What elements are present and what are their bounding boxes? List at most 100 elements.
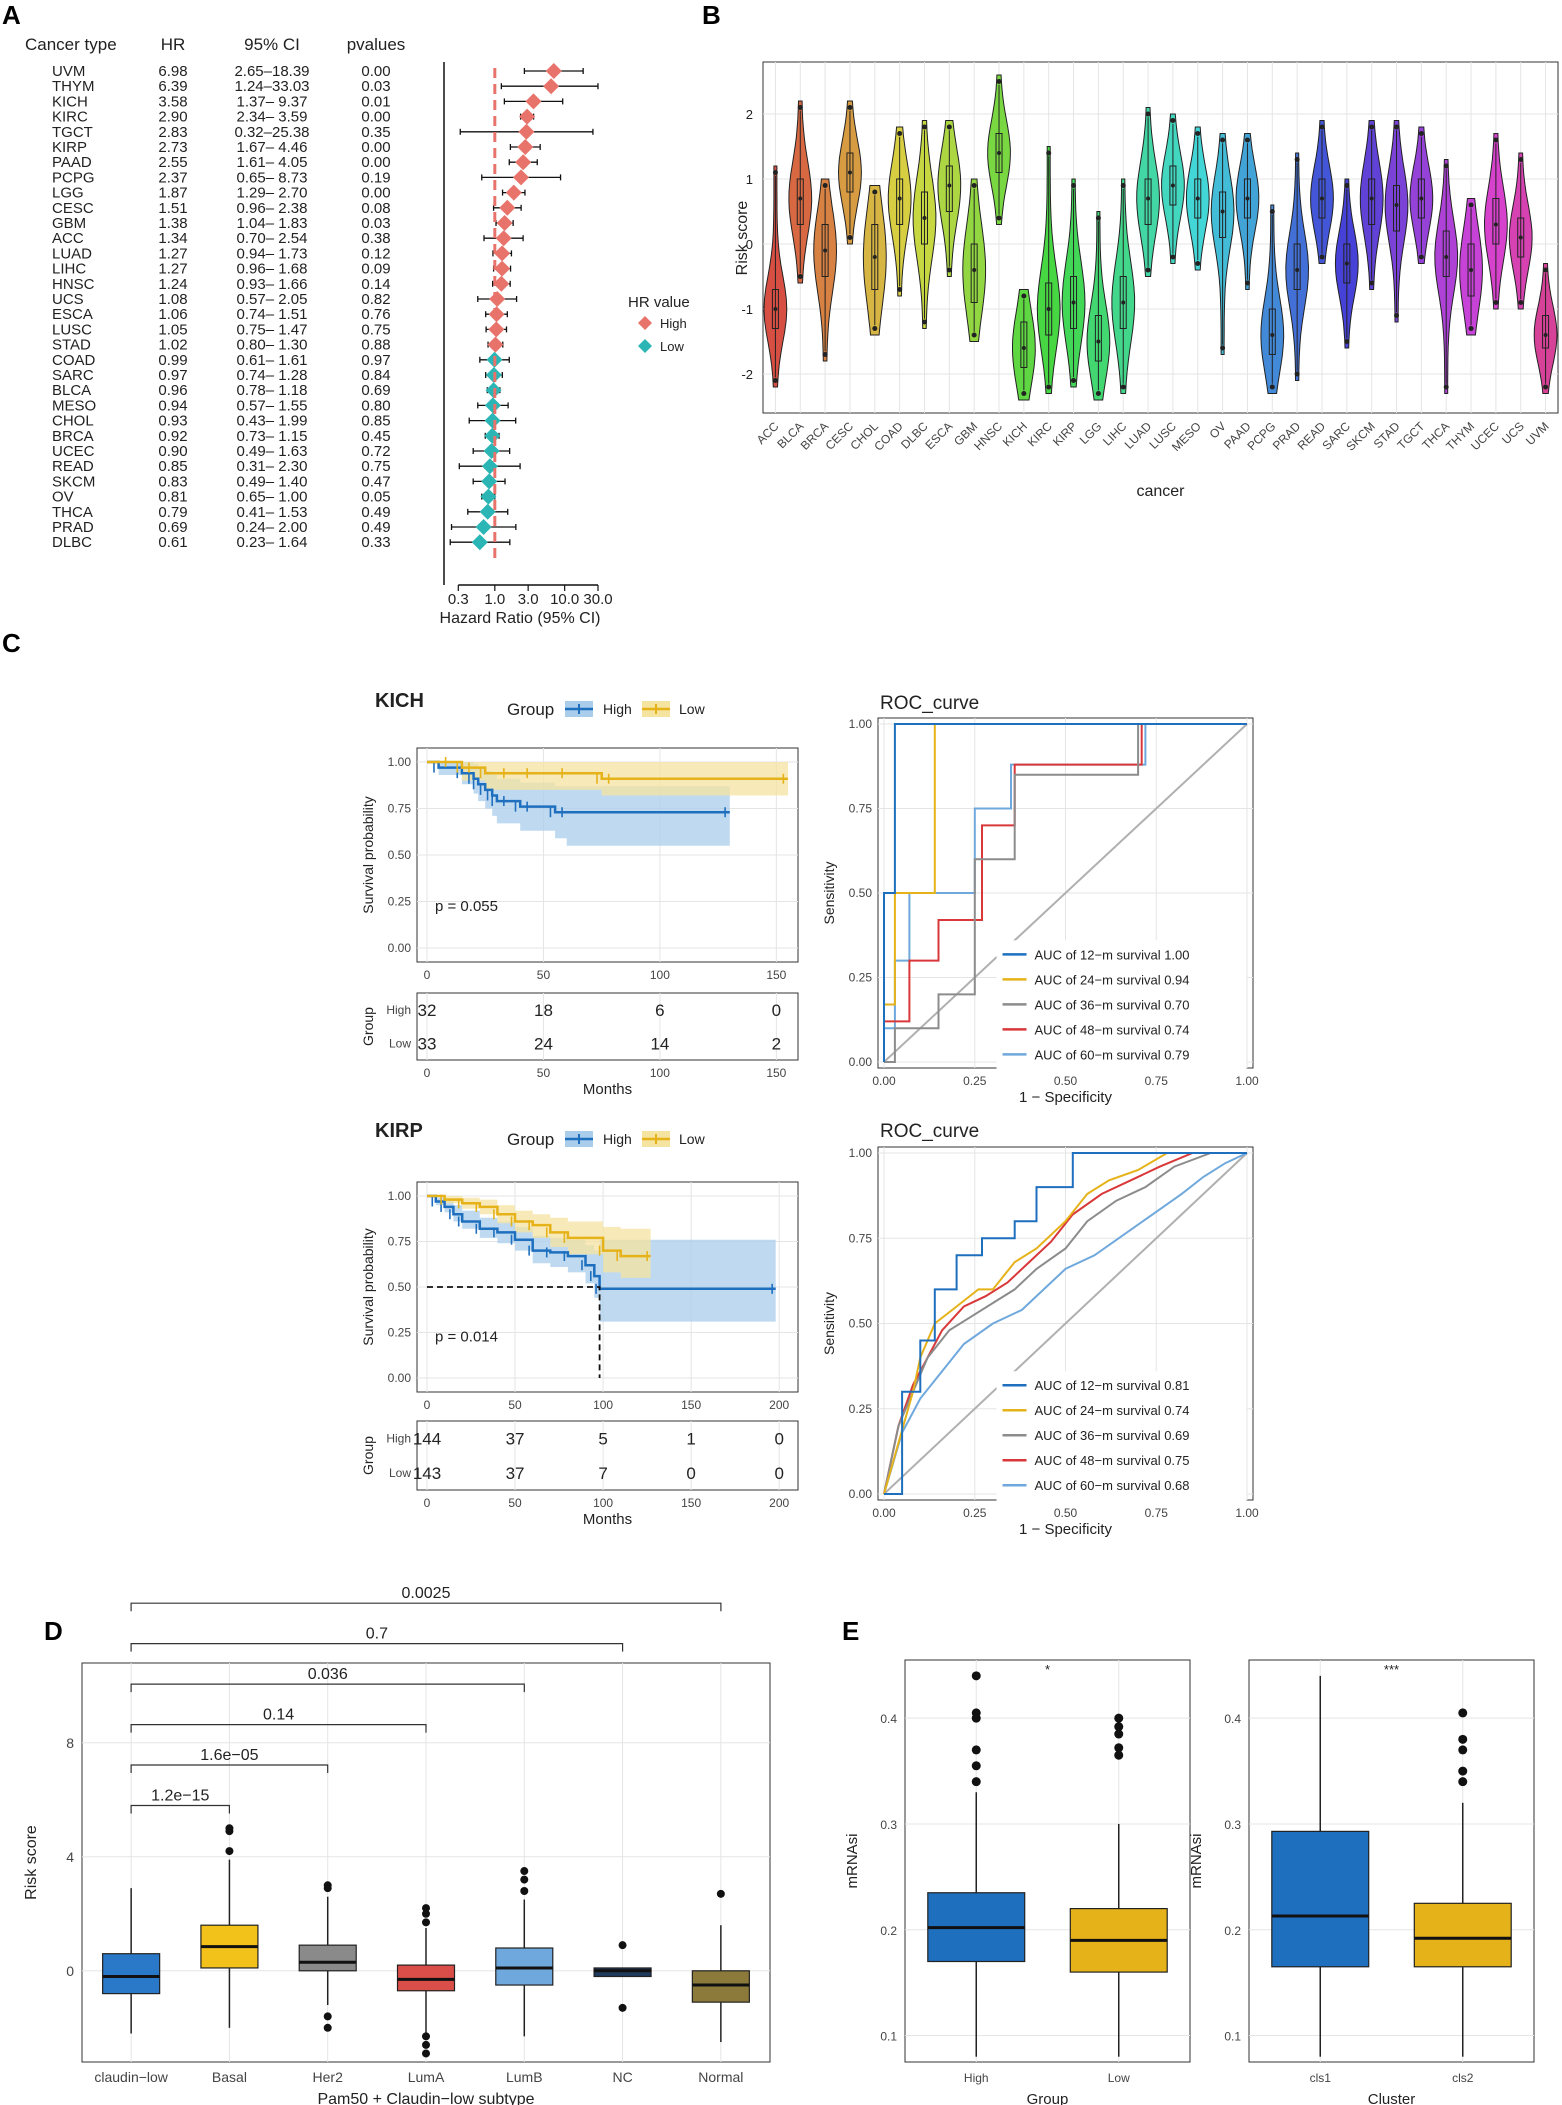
forest-row: UCEC 0.90 0.49– 1.63 0.72 — [52, 443, 511, 460]
row-cancer-type: GBM — [52, 215, 86, 232]
header-pvalues: pvalues — [347, 35, 406, 54]
outlier-point — [1518, 300, 1524, 305]
outlier-point — [872, 326, 878, 331]
forest-row: HNSC 1.24 0.93– 1.66 0.14 — [52, 275, 511, 293]
violin-box — [1442, 230, 1450, 277]
row-ci: 2.34– 3.59 — [237, 109, 308, 126]
violin-median — [897, 196, 902, 201]
row-ci: 0.32–25.38 — [234, 124, 309, 141]
risk-table-y-title: Group — [360, 1436, 376, 1475]
row-pvalue: 0.00 — [361, 154, 390, 171]
roc-legend-label: AUC of 60−m survival 0.68 — [1035, 1478, 1190, 1493]
comparison-bracket — [130, 1804, 230, 1814]
comparison-bracket — [130, 1602, 722, 1612]
hr-point — [525, 93, 542, 110]
outlier-point — [1195, 261, 1201, 266]
hr-point — [475, 519, 492, 535]
x-tick-label: High — [964, 2071, 989, 2085]
box-subtype-3: LumA — [396, 1904, 456, 2085]
violin-median — [1071, 300, 1076, 305]
x-tick-label: 100 — [593, 1398, 613, 1412]
x-tick-label: 150 — [681, 1398, 701, 1412]
x-tick-label: 0.00 — [872, 1506, 896, 1520]
outlier-point — [1319, 124, 1325, 130]
risk-count: 37 — [506, 1429, 525, 1448]
row-hr: 1.27 — [158, 261, 187, 278]
km-plot-kich: KICH Group High Low 0.00 0.25 0.50 0.75 1.00 0 50 1… — [360, 690, 799, 1098]
row-pvalue: 0.14 — [361, 276, 390, 293]
violin-box — [1070, 276, 1078, 329]
y-tick-label: 0.50 — [849, 1317, 873, 1331]
x-tick-label: NC — [612, 2069, 632, 2085]
outlier-point — [847, 105, 853, 110]
forest-row: COAD 0.99 0.61– 1.61 0.97 — [52, 351, 510, 369]
violin-box — [1094, 315, 1102, 362]
box-subtype-6: Normal — [691, 1889, 750, 2085]
outlier-point — [971, 183, 977, 188]
row-ci: 0.49– 1.63 — [237, 443, 308, 460]
y-tick-label: -1 — [741, 302, 753, 317]
risk-count: 0 — [774, 1464, 783, 1483]
outlier-point — [1269, 209, 1275, 214]
row-cancer-type: UVM — [52, 63, 85, 80]
forest-row: GBM 1.38 1.04– 1.83 0.03 — [52, 215, 514, 232]
x-axis-title: 1 − Specificity — [1019, 1521, 1112, 1538]
box-panel — [904, 1659, 1191, 2063]
violin-median — [1170, 183, 1175, 188]
outlier-point — [1493, 137, 1499, 143]
outlier-point — [1458, 1708, 1468, 1718]
comparison-bracket — [130, 1642, 624, 1652]
outlier-point — [797, 105, 803, 110]
roc-legend-label: AUC of 12−m survival 1.00 — [1035, 947, 1190, 962]
hr-point — [518, 123, 535, 140]
row-hr: 1.24 — [158, 276, 187, 293]
x-tick-label: 50 — [508, 1398, 522, 1412]
outlier-point — [1114, 1743, 1124, 1753]
violin-box — [1293, 243, 1301, 290]
row-cancer-type: OV — [52, 489, 74, 506]
violin-median — [872, 255, 877, 259]
y-tick-label: 0.75 — [849, 1231, 873, 1245]
y-tick-label: 0.00 — [388, 1371, 412, 1385]
violin-box — [1467, 243, 1475, 297]
row-ci: 0.73– 1.15 — [237, 428, 308, 445]
y-axis-title: Risk score — [734, 201, 751, 276]
violin-box — [796, 178, 804, 225]
row-pvalue: 0.05 — [361, 489, 390, 506]
km-curve-low — [427, 760, 788, 780]
panel-letter-d: D — [44, 1616, 63, 1646]
box-group-1: Low — [1069, 1713, 1168, 2085]
outlier-point — [1543, 384, 1549, 390]
forest-row: UCS 1.08 0.57– 2.05 0.82 — [52, 291, 518, 308]
outlier-point — [520, 1867, 529, 1876]
violin-median — [1046, 307, 1051, 311]
forest-row: ACC 1.34 0.70– 2.54 0.38 — [52, 230, 524, 247]
risk-table-panel — [416, 992, 799, 1061]
row-hr: 6.98 — [158, 63, 187, 80]
y-tick-label: 0.75 — [388, 802, 412, 816]
x-tick-label: 0 — [424, 1398, 431, 1412]
y-tick-label: 0.4 — [880, 1712, 897, 1726]
x-axis-title: cancer — [1136, 483, 1185, 500]
violin-median — [1369, 196, 1374, 201]
outlier-point — [1394, 313, 1400, 318]
violin-box — [1318, 178, 1326, 219]
row-pvalue: 0.38 — [361, 230, 390, 247]
row-cancer-type: KICH — [52, 93, 88, 110]
row-pvalue: 0.45 — [361, 428, 390, 445]
km-legend-title: Group — [507, 700, 554, 719]
y-tick-label: 4 — [66, 1849, 74, 1865]
x-tick-label: 50 — [537, 1066, 551, 1080]
violin-box — [896, 178, 904, 225]
y-tick-label: 8 — [66, 1735, 74, 1751]
y-tick-label: 1 — [746, 172, 753, 187]
outlier-point — [1344, 183, 1350, 188]
violin-median — [1270, 333, 1275, 337]
row-ci: 0.75– 1.47 — [237, 321, 308, 338]
x-tick-label: KIRP — [1050, 419, 1080, 449]
y-tick-label: 0.4 — [1224, 1712, 1241, 1726]
violin-gbm: GBM — [951, 178, 987, 448]
roc-legend-label: AUC of 36−m survival 0.69 — [1035, 1428, 1190, 1443]
row-cancer-type: UCEC — [52, 443, 95, 460]
row-hr: 0.79 — [158, 504, 187, 521]
